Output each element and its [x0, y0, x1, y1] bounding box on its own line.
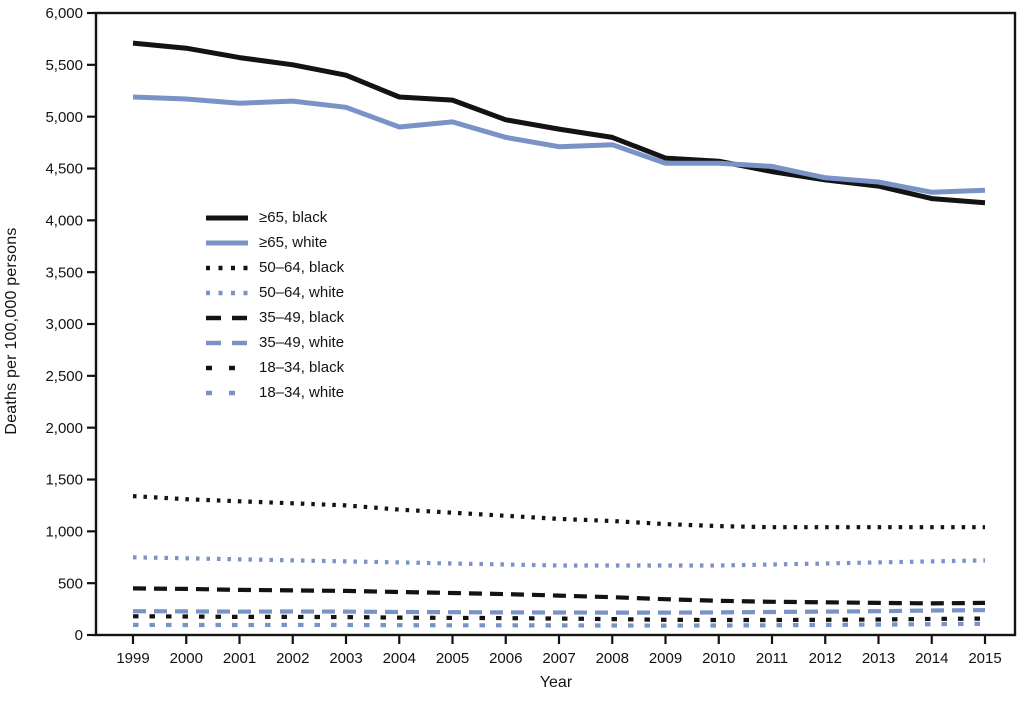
x-tick-label: 2008	[596, 650, 629, 667]
x-tick-label: 2010	[702, 650, 735, 667]
y-tick-label: 2,500	[45, 368, 83, 385]
series-line-18-34-black	[132, 614, 986, 623]
legend-swatch-ge65-black	[206, 215, 248, 220]
legend-label: ≥65, black	[259, 209, 328, 226]
series-line-35-49-white	[132, 608, 986, 615]
y-tick-label: 0	[75, 627, 83, 644]
legend-swatch-ge65-white	[206, 240, 248, 245]
y-tick-label: 5,500	[45, 57, 83, 74]
y-tick-label: 3,000	[45, 316, 83, 333]
y-tick-label: 1,000	[45, 524, 83, 541]
legend-label: 50–64, black	[259, 259, 345, 276]
legend-swatch-50-64-black	[206, 265, 248, 270]
x-tick-label: 2015	[968, 650, 1001, 667]
x-tick-label: 1999	[116, 650, 149, 667]
x-tick-label: 2007	[542, 650, 575, 667]
x-axis-title: Year	[539, 674, 573, 691]
legend-label: 50–64, white	[259, 284, 345, 301]
legend-item-ge65-white: ≥65, white	[205, 230, 344, 255]
legend: ≥65, black ≥65, white 50–64, black 50–64, w…	[205, 205, 344, 405]
legend-item-50-64-white: 50–64, white	[205, 280, 344, 305]
x-tick-label: 2004	[383, 650, 416, 667]
x-tick-label: 2013	[862, 650, 895, 667]
legend-swatch-18-34-white	[206, 390, 248, 395]
x-tick-label: 2012	[809, 650, 842, 667]
legend-swatch-50-64-white	[206, 290, 248, 295]
x-tick-label: 2003	[329, 650, 362, 667]
legend-label: 18–34, black	[259, 359, 345, 376]
legend-label: 35–49, white	[259, 334, 345, 351]
y-tick-label: 2,000	[45, 420, 83, 437]
y-tick-label: 3,500	[45, 264, 83, 281]
legend-item-18-34-black: 18–34, black	[205, 355, 344, 380]
x-tick-label: 2005	[436, 650, 469, 667]
y-tick-label: 6,000	[45, 5, 83, 22]
series-line-ge65-black	[132, 40, 986, 206]
legend-item-35-49-black: 35–49, black	[205, 305, 344, 330]
legend-item-50-64-black: 50–64, black	[205, 255, 344, 280]
x-tick-label: 2000	[170, 650, 203, 667]
series-line-50-64-black	[132, 494, 985, 530]
series-line-18-34-white	[132, 621, 986, 628]
legend-label: ≥65, white	[259, 234, 328, 251]
legend-swatch-35-49-black	[206, 315, 248, 320]
series-line-50-64-white	[132, 555, 986, 568]
y-tick-label: 1,500	[45, 472, 83, 489]
y-tick-label: 4,500	[45, 161, 83, 178]
legend-label: 35–49, black	[259, 309, 345, 326]
y-tick-label: 4,000	[45, 213, 83, 230]
legend-item-ge65-black: ≥65, black	[205, 205, 344, 230]
series-line-35-49-black	[132, 586, 986, 606]
x-tick-label: 2011	[756, 650, 788, 667]
legend-item-35-49-white: 35–49, white	[205, 330, 344, 355]
y-tick-label: 5,000	[45, 109, 83, 126]
legend-item-18-34-white: 18–34, white	[205, 380, 344, 405]
legend-swatch-35-49-white	[206, 340, 248, 345]
x-tick-label: 2002	[276, 650, 309, 667]
series-line-ge65-white	[132, 94, 986, 195]
y-axis-title: Deaths per 100,000 persons	[3, 227, 20, 435]
x-tick-label: 2001	[223, 650, 256, 667]
legend-swatch-18-34-black	[206, 365, 248, 370]
y-tick-label: 500	[58, 575, 83, 592]
x-tick-label: 2014	[915, 650, 948, 667]
x-tick-label: 2009	[649, 650, 682, 667]
legend-label: 18–34, white	[259, 384, 345, 401]
x-tick-label: 2006	[489, 650, 522, 667]
